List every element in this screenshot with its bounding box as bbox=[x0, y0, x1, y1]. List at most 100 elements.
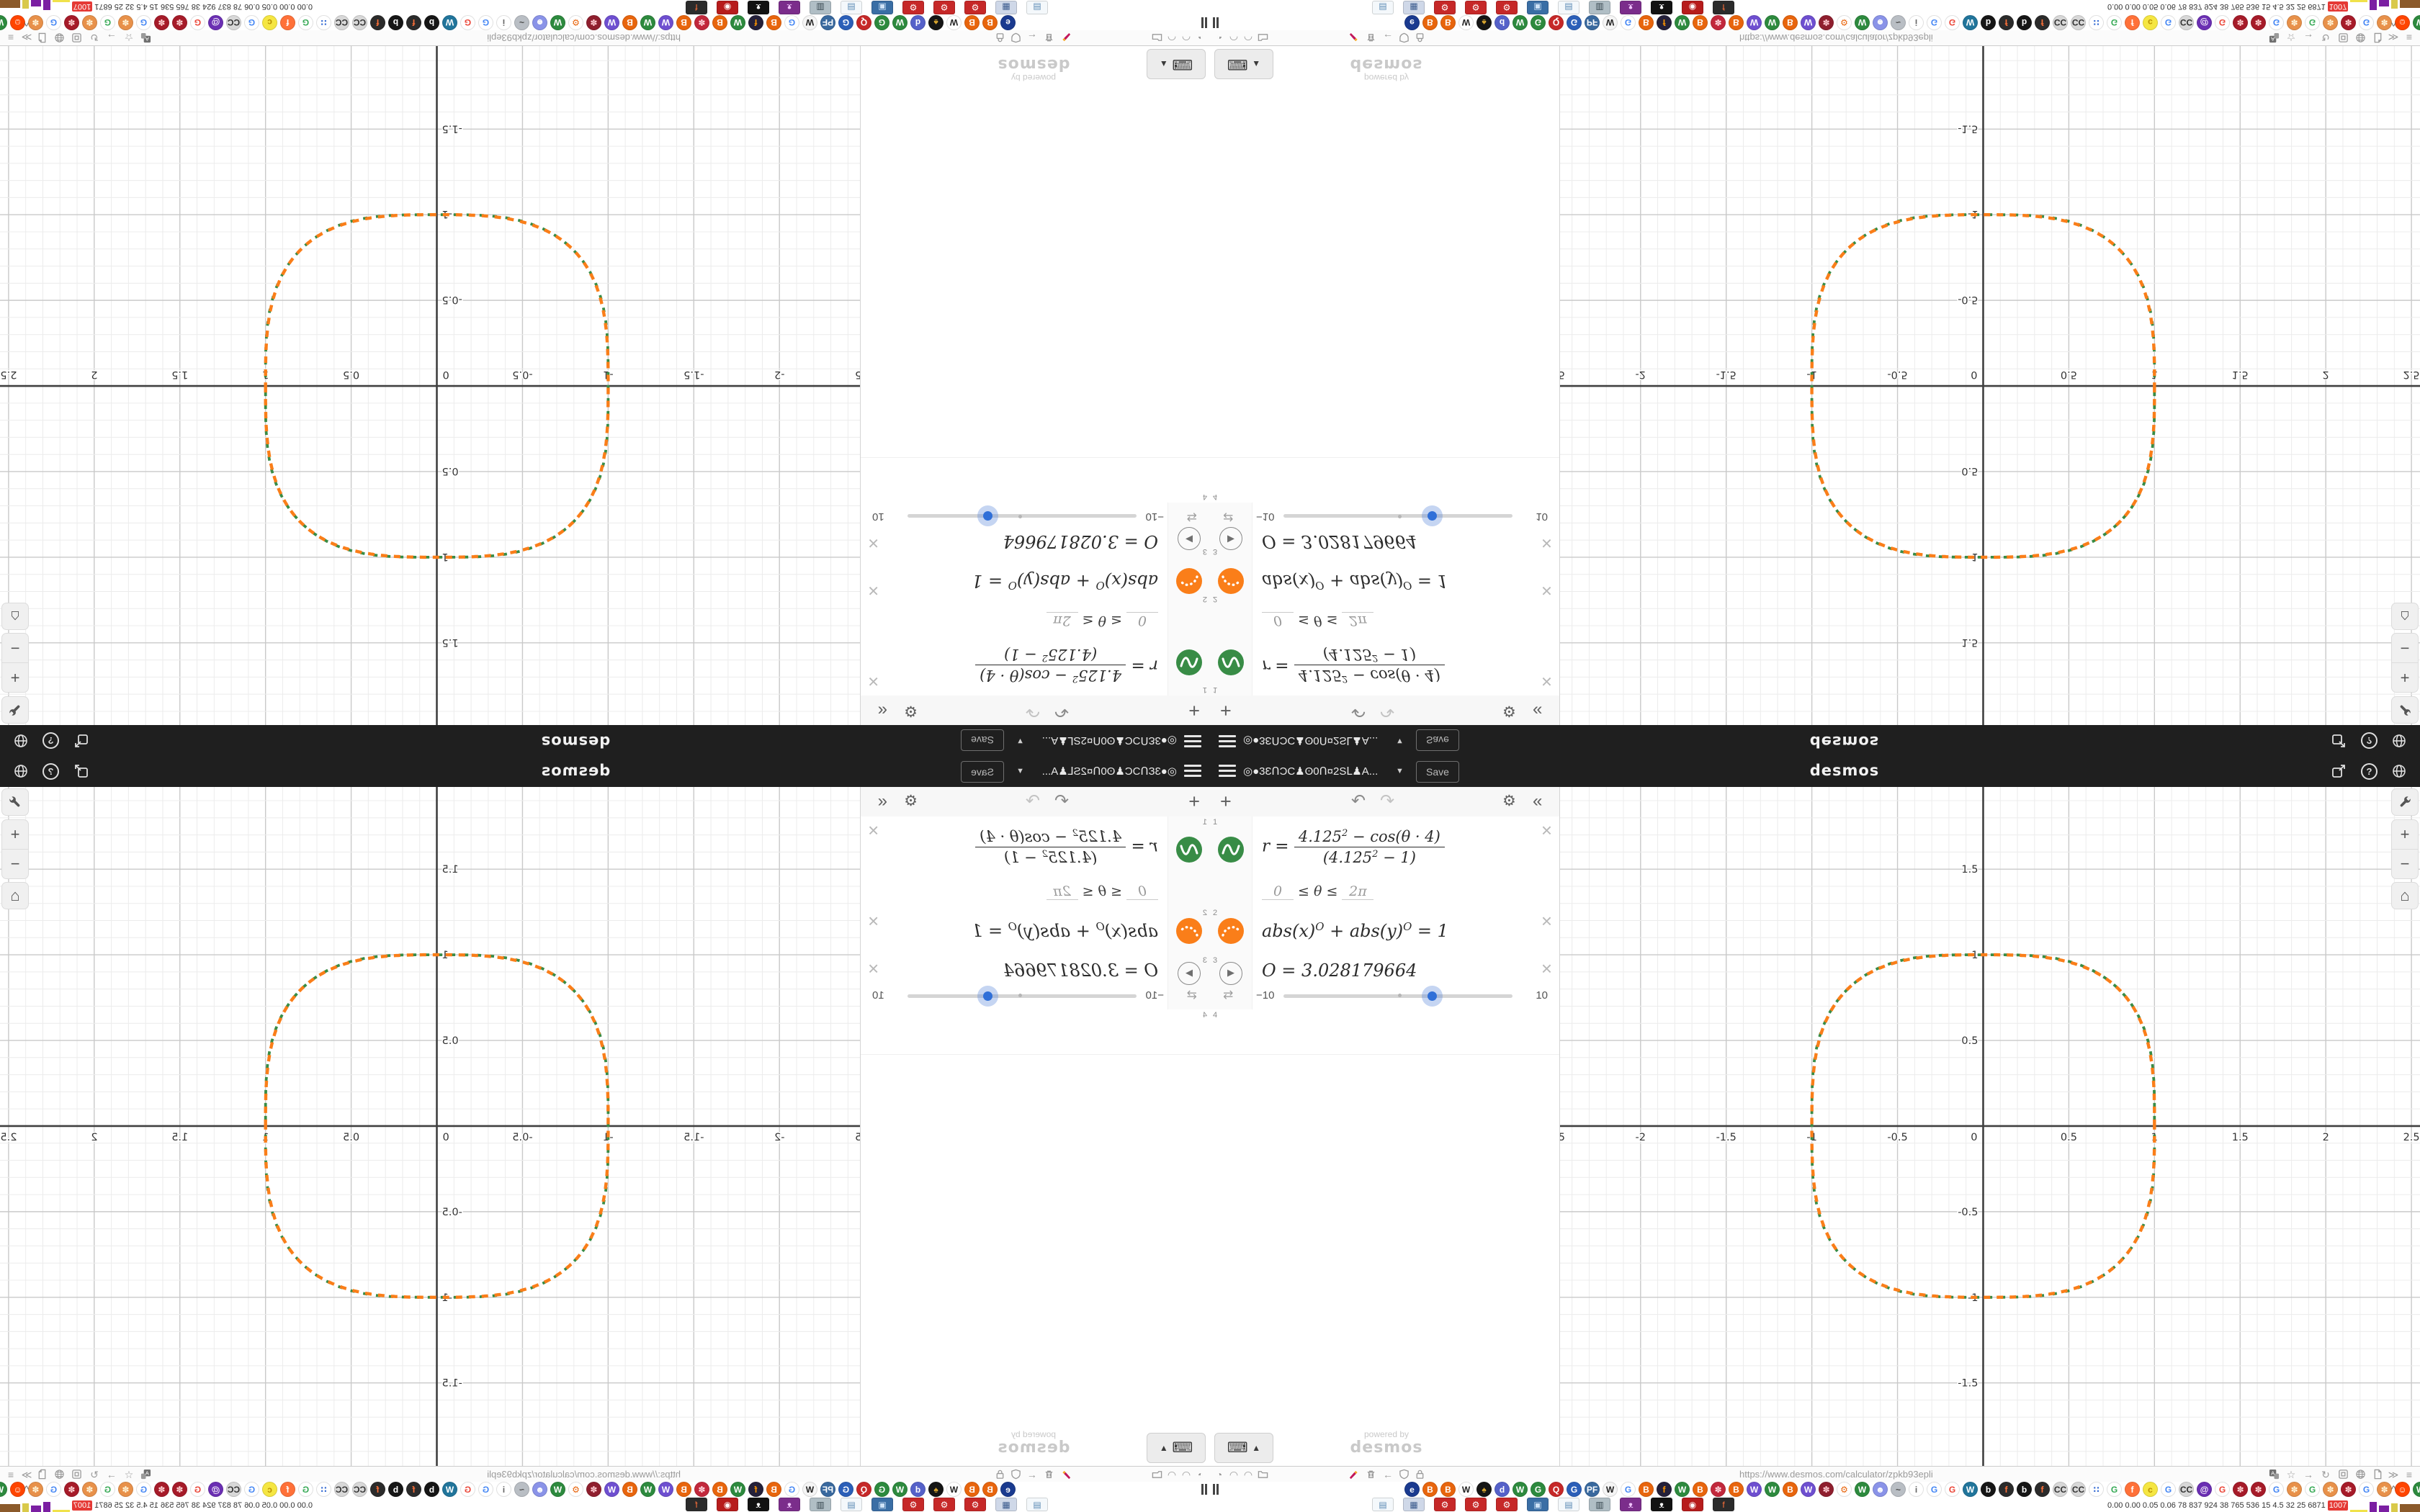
taskbar-app-icon[interactable]: G bbox=[874, 15, 889, 30]
slider-loop-icon[interactable]: ⇄ bbox=[1223, 510, 1234, 524]
taskbar-app-icon[interactable]: G bbox=[298, 15, 313, 30]
row-gutter[interactable]: 1 bbox=[1168, 816, 1210, 907]
menu-icon[interactable]: ≡ bbox=[2406, 32, 2413, 43]
chevrons-icon[interactable]: ≫ bbox=[21, 1469, 32, 1480]
save-button[interactable]: Save bbox=[1416, 729, 1459, 751]
taskbar-app-icon[interactable]: ☻ bbox=[532, 1482, 547, 1497]
taskbar-app-icon[interactable]: ✽ bbox=[2377, 15, 2392, 30]
taskbar-app-icon[interactable]: W bbox=[1458, 15, 1474, 30]
reader-page-icon[interactable] bbox=[2371, 31, 2384, 44]
taskbar-app-icon[interactable]: W bbox=[1765, 1482, 1780, 1497]
taskbar-app-icon[interactable]: f bbox=[406, 15, 421, 30]
taskbar-app-icon[interactable]: CC bbox=[2071, 15, 2086, 30]
slider-max-label[interactable]: 10 bbox=[872, 989, 884, 1002]
taskbar-app-icon[interactable]: B bbox=[1729, 1482, 1744, 1497]
taskbar-app-icon[interactable]: ✽ bbox=[2233, 1482, 2248, 1497]
taskbar-app-icon[interactable]: ☺ bbox=[10, 1482, 25, 1497]
taskbar-app-icon[interactable]: f bbox=[370, 1482, 385, 1497]
taskbar-app-icon[interactable]: G bbox=[1927, 15, 1942, 30]
taskbar-app-icon[interactable]: PF bbox=[820, 1482, 835, 1497]
taskbar-app-icon[interactable]: c bbox=[2143, 15, 2158, 30]
globe-icon[interactable] bbox=[53, 1468, 66, 1481]
add-expression-button[interactable]: + bbox=[1220, 700, 1232, 721]
extension-box-icon[interactable] bbox=[2336, 1468, 2349, 1481]
save-button[interactable]: Save bbox=[1416, 761, 1459, 783]
taskbar-app-icon[interactable]: ▦ bbox=[1403, 1, 1425, 14]
collapse-panel-button[interactable]: « bbox=[1533, 701, 1543, 721]
taskbar-app-icon[interactable]: ⚙ bbox=[1496, 1, 1518, 14]
polar-curve-style-icon[interactable] bbox=[1218, 649, 1244, 675]
slider-track[interactable] bbox=[1283, 991, 1512, 1001]
collapse-panel-button[interactable]: « bbox=[1533, 791, 1543, 811]
taskbar-app-icon[interactable]: B bbox=[964, 1482, 980, 1497]
collapse-panel-button[interactable]: « bbox=[877, 701, 887, 721]
history-clock-icon[interactable]: ◔ bbox=[1216, 1469, 1223, 1480]
forward-arrow-icon[interactable]: → bbox=[107, 32, 117, 43]
reload-icon[interactable]: ↻ bbox=[2321, 1469, 2330, 1480]
forward-arrow-icon[interactable]: → bbox=[2303, 32, 2313, 43]
taskbar-app-icon[interactable]: W bbox=[730, 15, 745, 30]
taskbar-app-icon[interactable]: ⚙ bbox=[933, 1498, 955, 1511]
row-gutter[interactable]: 2 bbox=[1168, 907, 1210, 955]
taskbar-app-icon[interactable]: G bbox=[190, 15, 205, 30]
taskbar-app-icon[interactable]: ✽ bbox=[1711, 1482, 1726, 1497]
taskbar-app-icon[interactable]: ▣ bbox=[871, 1, 893, 14]
taskbar-app-icon[interactable]: e bbox=[1000, 15, 1016, 30]
taskbar-app-icon[interactable]: W bbox=[1458, 1482, 1474, 1497]
taskbar-app-icon[interactable]: ◉ bbox=[717, 1, 738, 14]
taskbar-app-icon[interactable]: b bbox=[424, 1482, 439, 1497]
zoom-in-button[interactable]: + bbox=[2400, 669, 2410, 687]
taskbar-app-icon[interactable]: Q bbox=[856, 1482, 871, 1497]
taskbar-app-icon[interactable]: ✽ bbox=[694, 15, 709, 30]
taskbar-app-icon[interactable]: ▤ bbox=[1372, 1, 1394, 14]
taskbar-app-icon[interactable]: B bbox=[1440, 15, 1456, 30]
taskbar-app-icon[interactable]: G bbox=[460, 15, 475, 30]
expression-latex[interactable]: r = 4.1252 − cos(θ · 4) (4.1252 − 1) bbox=[975, 646, 1158, 684]
highlighter-icon[interactable] bbox=[1347, 1468, 1360, 1481]
slider-track[interactable] bbox=[1283, 511, 1512, 521]
delete-expression-icon[interactable]: × bbox=[1541, 533, 1552, 554]
taskbar-app-icon[interactable]: G bbox=[2359, 15, 2374, 30]
row-gutter[interactable]: 3 ▶ ⇄ bbox=[1210, 503, 1252, 557]
taskbar-app-icon[interactable]: c bbox=[262, 15, 277, 30]
taskbar-app-icon[interactable]: e bbox=[1404, 15, 1420, 30]
taskbar-app-icon[interactable]: ✽ bbox=[28, 1482, 43, 1497]
lock-icon[interactable] bbox=[994, 1468, 1007, 1481]
taskbar-app-icon[interactable]: W bbox=[2413, 1482, 2420, 1497]
taskbar-app-icon[interactable]: W bbox=[0, 15, 7, 30]
taskbar-app-icon[interactable]: CC bbox=[352, 15, 367, 30]
taskbar-app-icon[interactable]: ✽ bbox=[586, 15, 601, 30]
taskbar-app-icon[interactable]: G bbox=[1531, 1482, 1546, 1497]
taskbar-app-icon[interactable]: b bbox=[1981, 1482, 1996, 1497]
taskbar-app-icon[interactable]: W bbox=[658, 1482, 673, 1497]
start-launcher-icon[interactable] bbox=[1198, 17, 1207, 28]
taskbar-app-icon[interactable]: W bbox=[1765, 15, 1780, 30]
keyboard-toggle-button[interactable]: ⌨ ▲ bbox=[1214, 49, 1273, 79]
headset-arc-icon[interactable]: ◠ bbox=[1229, 1469, 1239, 1480]
translate-icon[interactable]: A bbox=[140, 1468, 153, 1481]
slider-loop-icon[interactable]: ⇄ bbox=[1223, 988, 1234, 1002]
polar-curve-style-icon[interactable] bbox=[1176, 837, 1202, 863]
folder-icon[interactable] bbox=[1151, 1468, 1164, 1481]
collapse-panel-button[interactable]: « bbox=[877, 791, 887, 811]
home-button[interactable]: ⌂ bbox=[1, 882, 29, 909]
language-globe-icon[interactable] bbox=[12, 763, 29, 780]
taskbar-app-icon[interactable]: B bbox=[1422, 1482, 1438, 1497]
taskbar-app-icon[interactable]: W bbox=[1675, 1482, 1690, 1497]
delete-expression-icon[interactable]: × bbox=[868, 671, 879, 693]
domain-max-field[interactable]: 2π bbox=[1342, 883, 1374, 900]
taskbar-app-icon[interactable]: G bbox=[1567, 1482, 1582, 1497]
taskbar-app-icon[interactable]: CC bbox=[352, 1482, 367, 1497]
graph-title[interactable]: ◎●3ƐՈƆC♟ʘ0Ո¤2SԼ♟A... bbox=[1243, 734, 1379, 747]
taskbar-app-icon[interactable]: ⚙ bbox=[1837, 15, 1852, 30]
slider-value-text[interactable]: O = 3.028179664 bbox=[1003, 960, 1158, 981]
taskbar-app-icon[interactable]: @ bbox=[2197, 15, 2212, 30]
taskbar-app-icon[interactable]: f bbox=[1713, 1, 1734, 14]
taskbar-app-icon[interactable]: @ bbox=[2197, 1482, 2212, 1497]
bookmark-star-icon[interactable]: ☆ bbox=[2286, 1469, 2296, 1480]
taskbar-app-icon[interactable]: ▤ bbox=[1026, 1, 1048, 14]
taskbar-app-icon[interactable]: d bbox=[1494, 1482, 1510, 1497]
taskbar-app-icon[interactable]: ᴥ bbox=[1651, 1498, 1672, 1511]
expression-row[interactable]: 2 abs(x)O + abs(y)O = 1 × bbox=[861, 907, 1210, 955]
lock-icon[interactable] bbox=[1413, 31, 1426, 44]
